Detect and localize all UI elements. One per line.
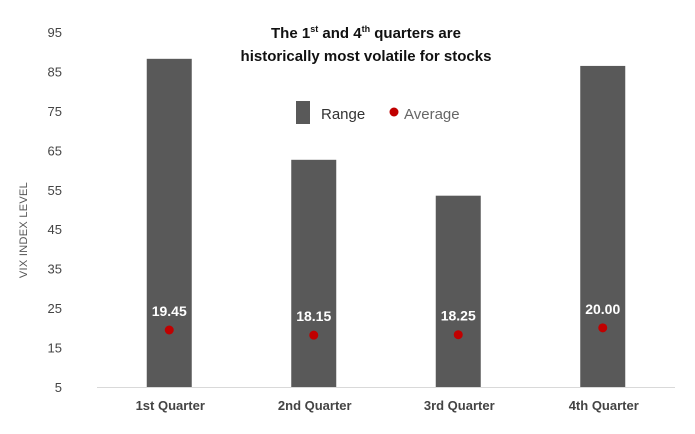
average-data-label: 19.45: [152, 303, 187, 319]
average-data-label: 18.25: [441, 308, 476, 324]
range-bar: [580, 65, 626, 387]
range-bars: [146, 58, 626, 387]
y-tick-label: 5: [55, 380, 62, 395]
y-tick-label: 15: [48, 341, 62, 356]
range-bar: [435, 195, 481, 387]
range-bar: [291, 159, 337, 387]
average-points: [164, 323, 608, 340]
average-point: [309, 330, 319, 340]
average-point: [164, 325, 174, 335]
x-category-label: 4th Quarter: [569, 398, 639, 413]
x-category-label: 2nd Quarter: [278, 398, 352, 413]
range-bar: [146, 58, 192, 387]
chart-title: The 1st and 4th quarters are historicall…: [241, 24, 492, 65]
y-tick-label: 95: [48, 25, 62, 40]
x-category-label: 1st Quarter: [136, 398, 205, 413]
y-tick-label: 55: [48, 183, 62, 198]
y-tick-label: 45: [48, 222, 62, 237]
y-tick-label: 85: [48, 64, 62, 79]
average-data-label: 18.15: [296, 308, 331, 324]
average-point: [598, 323, 608, 333]
x-axis-categories: 1st Quarter 2nd Quarter 3rd Quarter 4th Qua…: [136, 398, 639, 413]
y-tick-label: 65: [48, 143, 62, 158]
chart-title-line2: historically most volatile for stocks: [241, 48, 492, 65]
average-data-labels: 19.45 18.15 18.25 20.00: [152, 301, 621, 324]
average-point: [453, 330, 463, 340]
legend-average-label: Average: [404, 106, 460, 123]
y-tick-label: 75: [48, 104, 62, 119]
y-tick-label: 35: [48, 262, 62, 277]
x-category-label: 3rd Quarter: [424, 398, 495, 413]
y-tick-label: 25: [48, 301, 62, 316]
y-axis-ticks: 5 15 25 35 45 55 65 75 85 95: [48, 25, 62, 395]
legend-range-label: Range: [321, 106, 365, 123]
chart-title-line1: The 1st and 4th quarters are: [271, 24, 461, 42]
y-axis-label: VIX INDEX LEVEL: [18, 182, 30, 278]
legend-range-swatch: [296, 101, 310, 124]
legend: Range Average: [296, 101, 460, 124]
legend-average-swatch: [389, 107, 399, 117]
average-data-label: 20.00: [585, 301, 620, 317]
